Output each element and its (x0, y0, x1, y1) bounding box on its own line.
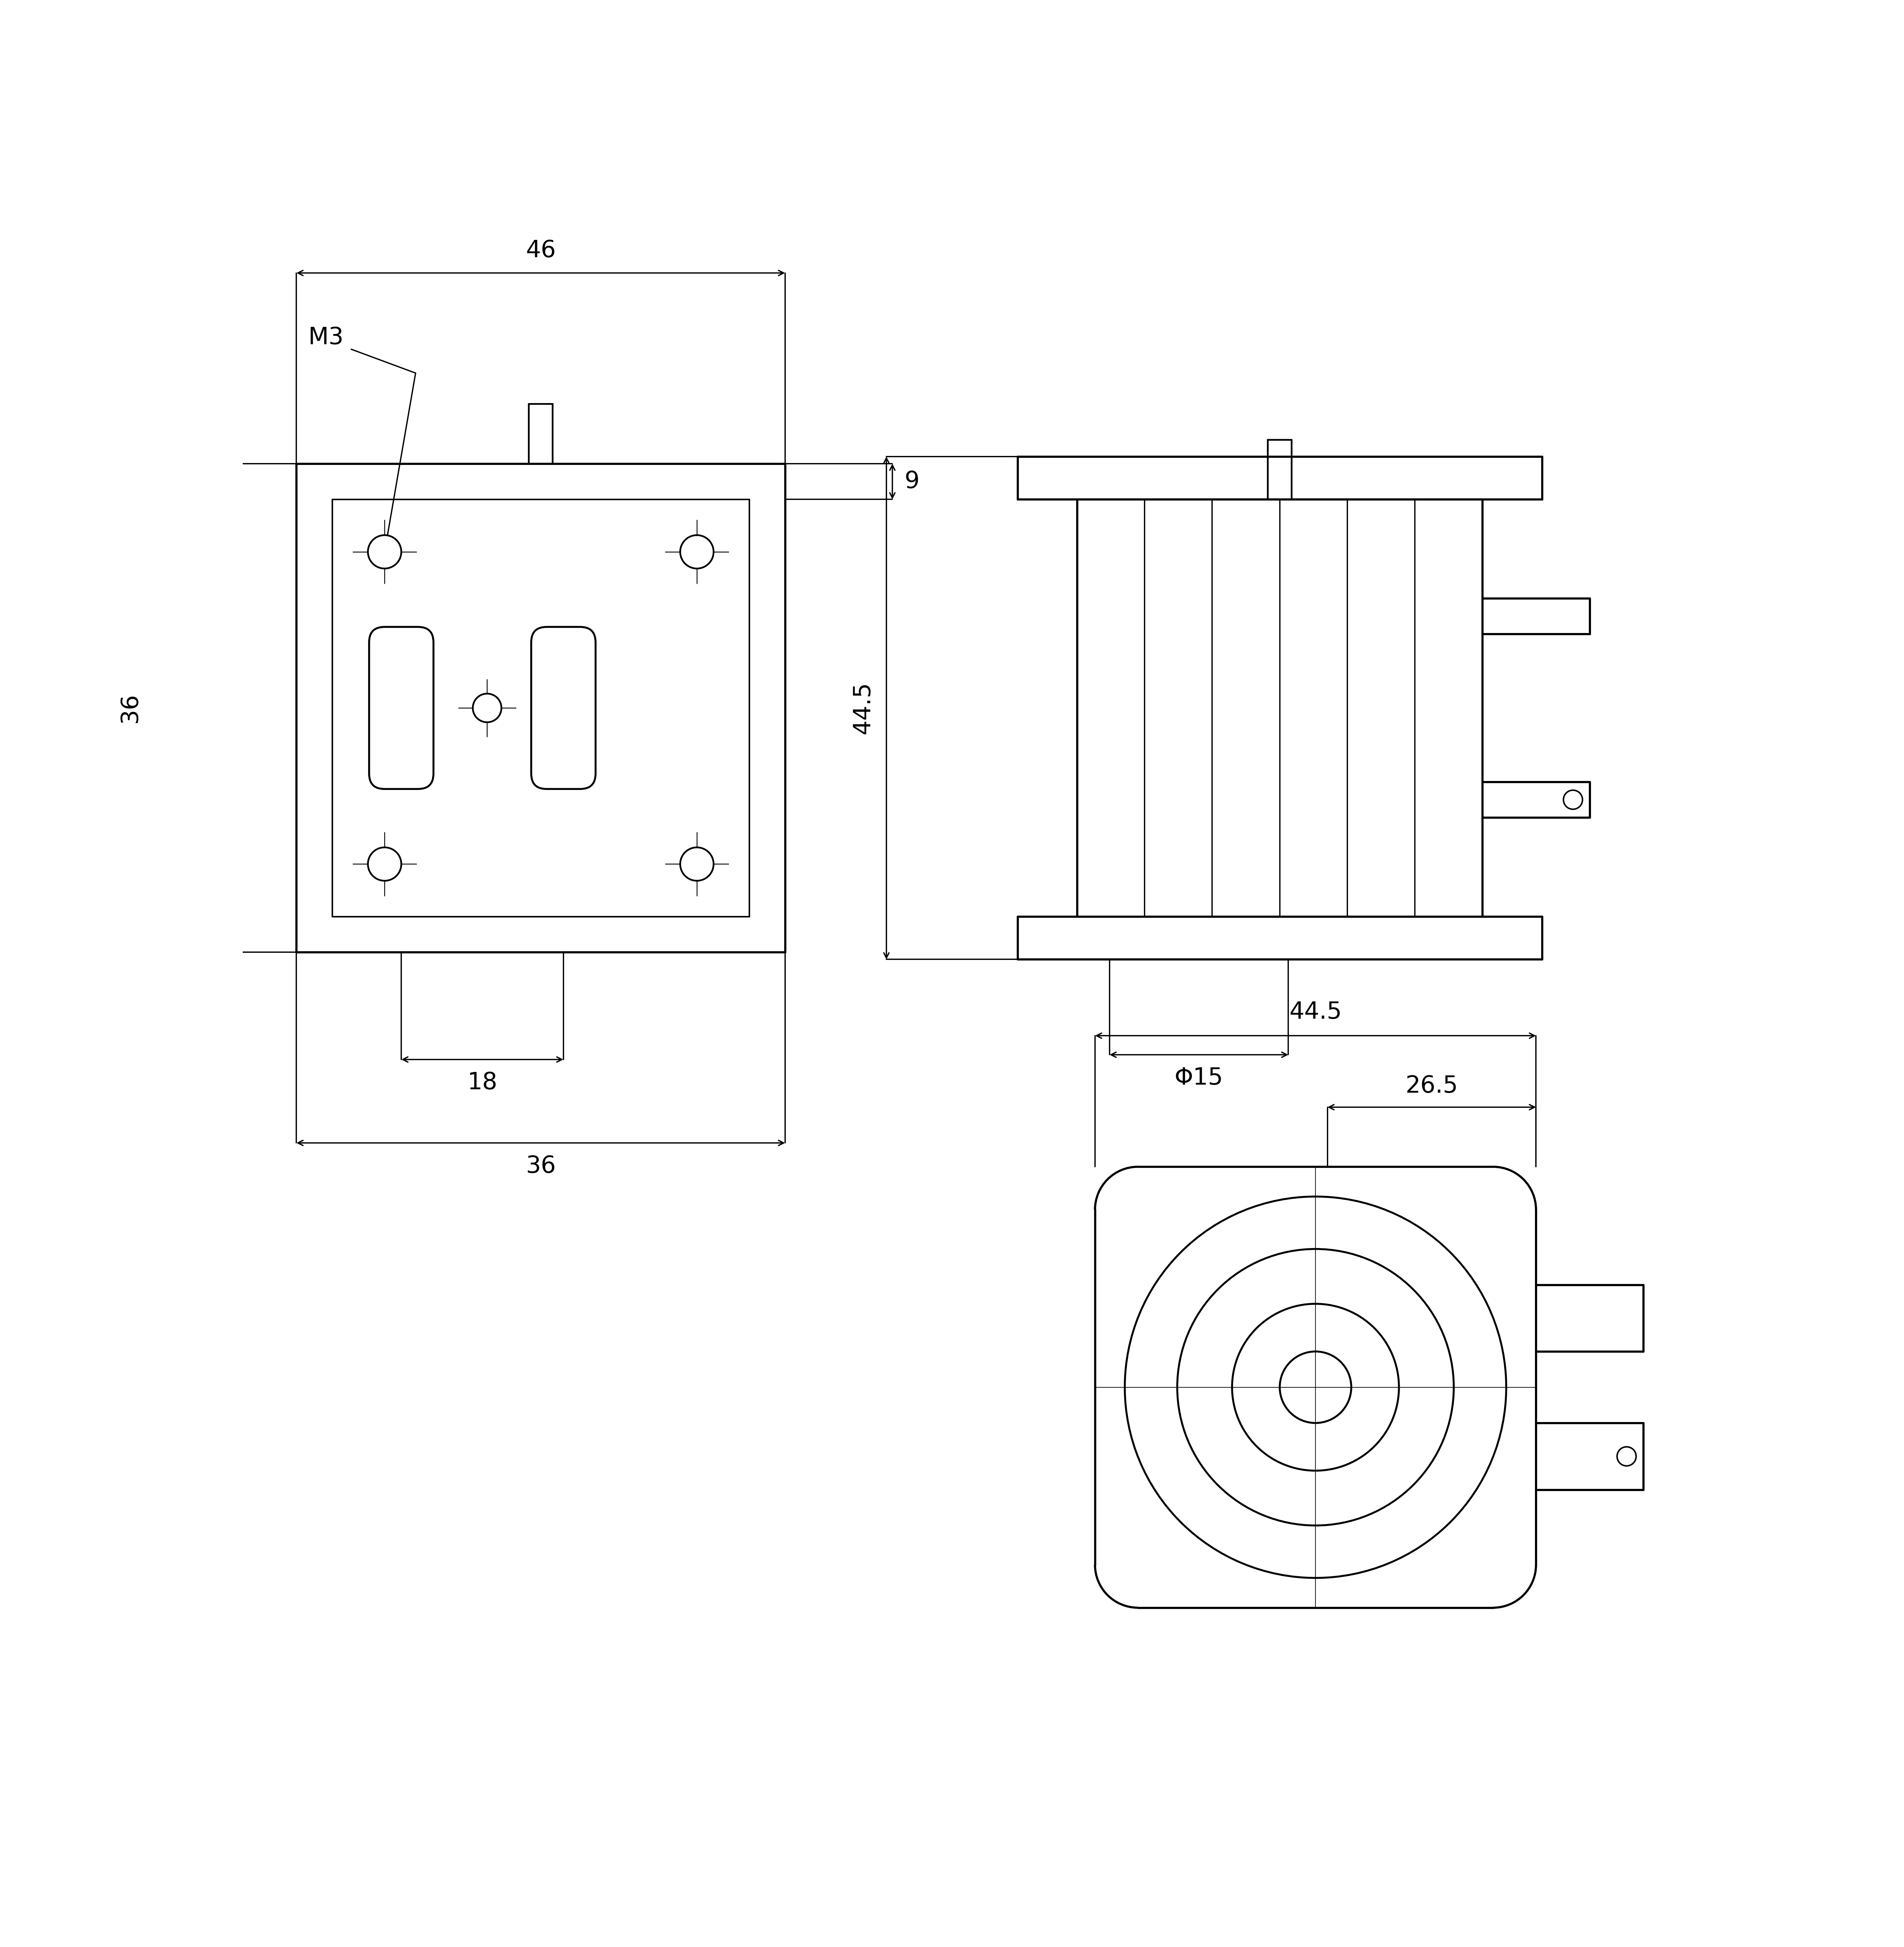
Circle shape (367, 847, 402, 880)
FancyBboxPatch shape (531, 627, 596, 789)
Text: 26.5: 26.5 (1405, 1075, 1458, 1098)
Text: 18: 18 (466, 1071, 497, 1094)
Text: M3: M3 (308, 327, 345, 349)
Circle shape (1563, 790, 1582, 810)
Circle shape (1616, 1447, 1636, 1466)
Text: 9: 9 (904, 469, 920, 493)
Text: Φ15: Φ15 (1175, 1067, 1222, 1090)
Text: 44.5: 44.5 (851, 681, 874, 734)
Text: 44.5: 44.5 (1289, 1001, 1342, 1024)
Circle shape (472, 693, 501, 722)
Circle shape (367, 535, 402, 569)
Text: 36: 36 (526, 1155, 556, 1178)
Text: 46: 46 (526, 239, 556, 263)
FancyBboxPatch shape (369, 627, 434, 789)
Circle shape (680, 535, 714, 569)
Text: 36: 36 (118, 693, 141, 722)
Circle shape (680, 847, 714, 880)
